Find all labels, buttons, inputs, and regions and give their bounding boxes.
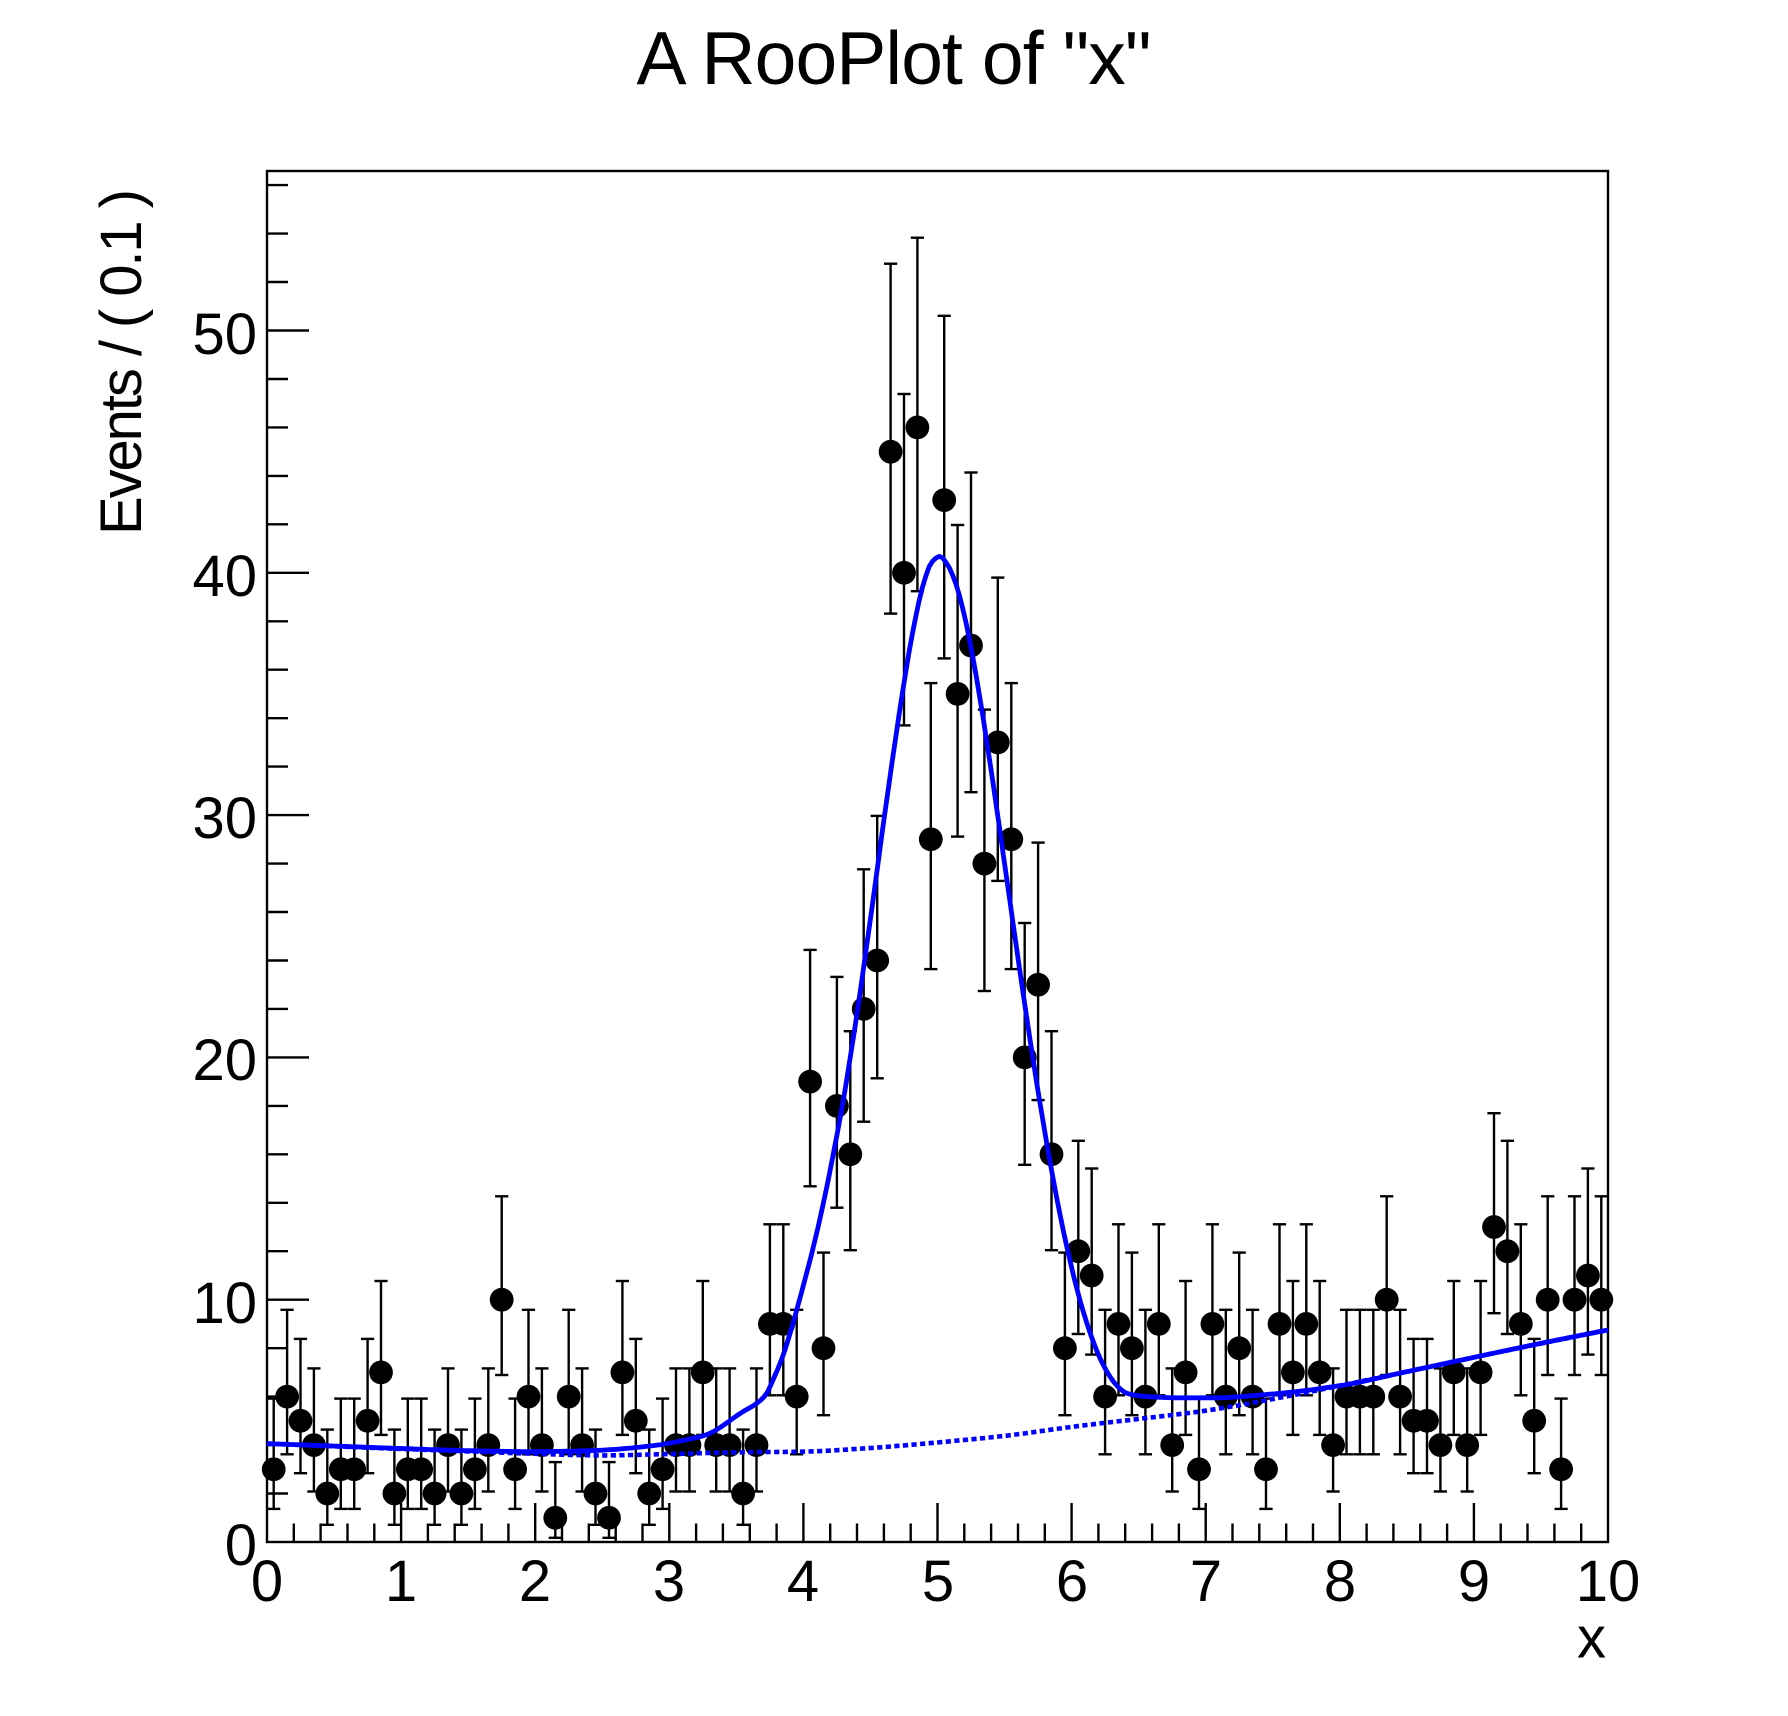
svg-text:50: 50 <box>192 302 257 367</box>
svg-text:6: 6 <box>1056 1549 1088 1614</box>
svg-text:9: 9 <box>1458 1549 1490 1614</box>
svg-text:A RooPlot of "x": A RooPlot of "x" <box>637 16 1152 100</box>
svg-text:8: 8 <box>1324 1549 1356 1614</box>
svg-text:7: 7 <box>1190 1549 1222 1614</box>
svg-text:10: 10 <box>1576 1549 1641 1614</box>
svg-text:40: 40 <box>192 544 257 609</box>
svg-text:5: 5 <box>922 1549 954 1614</box>
svg-text:0: 0 <box>225 1513 257 1578</box>
svg-text:10: 10 <box>192 1271 257 1336</box>
svg-text:2: 2 <box>519 1549 551 1614</box>
svg-text:4: 4 <box>787 1549 819 1614</box>
svg-text:0: 0 <box>251 1549 283 1614</box>
svg-text:1: 1 <box>385 1549 417 1614</box>
svg-text:30: 30 <box>192 786 257 851</box>
svg-text:20: 20 <box>192 1028 257 1093</box>
svg-text:Events / ( 0.1 ): Events / ( 0.1 ) <box>89 189 154 535</box>
svg-text:3: 3 <box>653 1549 685 1614</box>
svg-text:x: x <box>1577 1606 1606 1671</box>
